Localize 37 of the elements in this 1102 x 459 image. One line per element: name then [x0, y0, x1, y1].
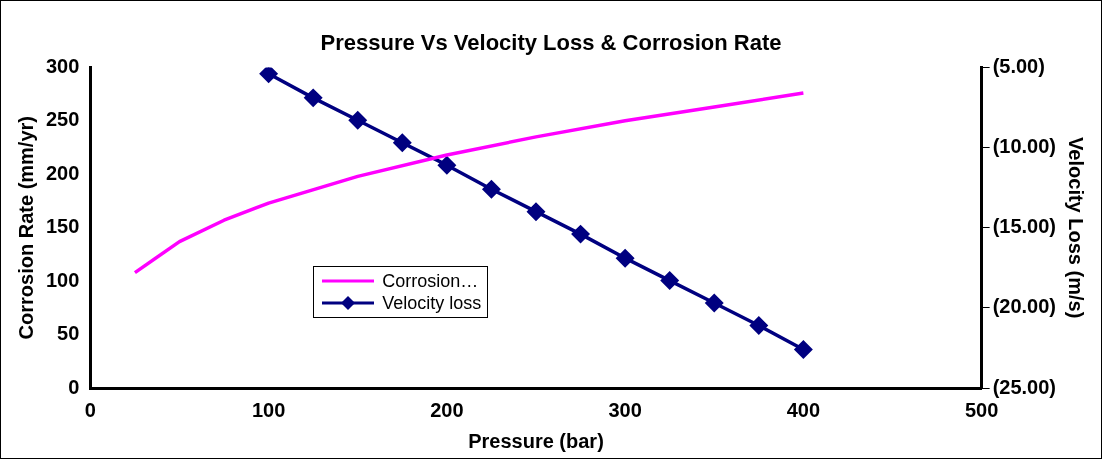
- y-tick-label: 150: [45, 215, 80, 238]
- point: [259, 67, 278, 83]
- point: [705, 294, 723, 312]
- y-tick-label: 300: [45, 54, 80, 77]
- point: [750, 316, 768, 335]
- y-tick-label: 0: [68, 375, 80, 398]
- y2-tick-label: (20.00): [992, 295, 1057, 318]
- point: [438, 156, 456, 174]
- point: [527, 202, 545, 221]
- point: [794, 340, 813, 359]
- point: [660, 271, 679, 290]
- x-tick-label: 300: [608, 398, 642, 421]
- y-tick-label: 100: [45, 268, 80, 291]
- x-tick-label: 500: [964, 398, 999, 421]
- point: [304, 89, 322, 107]
- point: [393, 133, 412, 152]
- y-tick-label: 50: [57, 322, 80, 345]
- y2-tick-label: (5.00): [992, 54, 1045, 77]
- x-tick-label: 400: [786, 398, 821, 421]
- x-tick-label: 200: [430, 398, 464, 421]
- y-tick-label: 200: [45, 161, 80, 184]
- x-tick-label: 100: [251, 398, 286, 421]
- y2-tick-label: (10.00): [992, 135, 1057, 158]
- point: [571, 225, 590, 243]
- legend-label: Corrosion…: [382, 270, 479, 293]
- y-tick-label: 250: [45, 108, 80, 131]
- legend-label: Velocity loss: [382, 292, 482, 315]
- x-tick-label: 0: [84, 398, 96, 421]
- x-axis-title: Pressure (bar): [468, 429, 604, 452]
- point: [482, 180, 501, 198]
- y2-tick-label: (25.00): [992, 375, 1057, 398]
- point: [349, 111, 367, 130]
- y2-tick-label: (15.00): [992, 215, 1057, 238]
- point: [616, 249, 634, 267]
- y2-axis-title: Velocity Loss (m/s): [1065, 137, 1088, 319]
- y-axis-title: Corrosion Rate (mm/yr): [14, 116, 37, 340]
- chart-title: Pressure Vs Velocity Loss & Corrosion Rate: [320, 30, 782, 56]
